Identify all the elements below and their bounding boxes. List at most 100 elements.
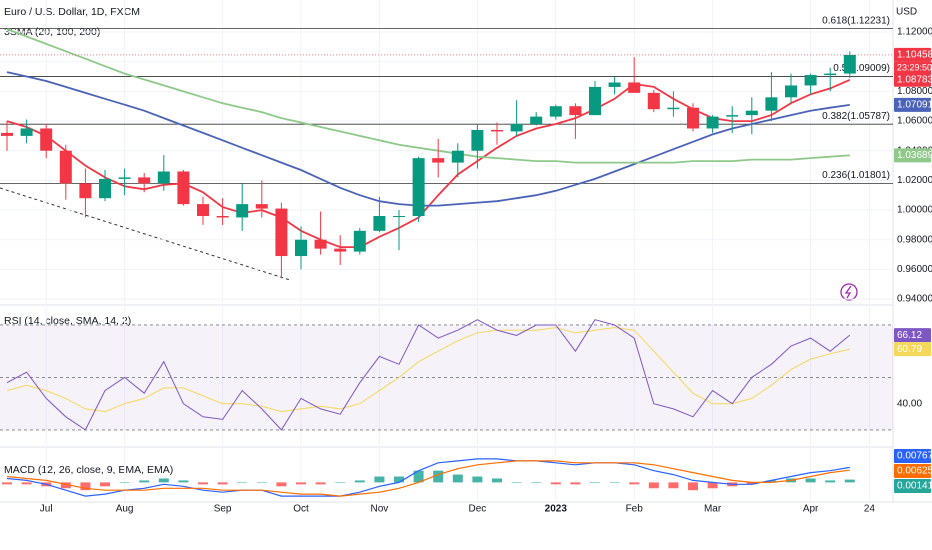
histogram-bar [413, 470, 424, 483]
x-tick-label: Aug [116, 504, 134, 515]
y-tick-label: 1.08000 [897, 86, 932, 97]
candle-body [589, 86, 601, 116]
histogram-bar [21, 482, 32, 485]
candle-body [785, 85, 797, 98]
y-tick-label: 1.02000 [897, 175, 932, 186]
series-last-label: 60.79 [897, 344, 922, 355]
histogram-bar [433, 470, 444, 483]
histogram-bar [550, 482, 561, 485]
candle-body [314, 239, 327, 249]
candle-body [549, 106, 562, 117]
histogram-bar [315, 482, 326, 485]
series-last-label-box [894, 72, 931, 87]
candle-body [569, 106, 582, 116]
x-tick-label: Apr [803, 504, 819, 515]
histogram-bar [844, 479, 855, 483]
histogram-bar [296, 482, 306, 485]
series-line [6, 327, 850, 413]
y-tick-label: 0.98000 [897, 234, 932, 245]
candle-body [177, 171, 190, 205]
series-line [6, 28, 850, 164]
series-last-label: 66.12 [897, 330, 922, 341]
histogram-bar [825, 480, 836, 483]
series-line [6, 458, 850, 497]
candle-body [491, 129, 503, 132]
x-tick-label: Mar [704, 504, 722, 515]
y-tick-label: 1.06000 [897, 116, 932, 127]
indicator-title: MACD (12, 26, close, 9, EMA, EMA) [4, 464, 173, 476]
candle-body [530, 116, 543, 125]
histogram-bar [158, 478, 169, 483]
candle-body [40, 128, 53, 151]
histogram-bar [178, 480, 189, 483]
candle-body [608, 82, 621, 87]
fib-label: 0.382(1.05787) [822, 111, 890, 122]
fib-label: 0.618(1.12231) [822, 15, 890, 26]
series-last-label: 1.03689 [897, 150, 932, 161]
histogram-bar [452, 474, 463, 483]
histogram-bar [766, 480, 777, 483]
histogram-bar [394, 476, 404, 483]
histogram-bar [570, 482, 581, 485]
candle-body [393, 215, 405, 217]
x-tick-label: Oct [293, 504, 309, 515]
indicator-last-label-box [894, 449, 931, 463]
y-tick-label: 0.96000 [897, 264, 932, 275]
candle-body [412, 158, 425, 216]
last-price-label-box [894, 47, 931, 62]
histogram-bar [2, 482, 12, 485]
candle-body [667, 107, 680, 110]
histogram-bar [707, 482, 718, 489]
candle-body [275, 208, 288, 257]
countdown: 23:29:50 [897, 62, 932, 72]
histogram-bar [198, 482, 208, 485]
series-last-label-box [894, 342, 931, 357]
candle-body [79, 183, 92, 199]
histogram-bar [511, 482, 522, 483]
chart-title: Euro / U.S. Dollar, 1D, FXCM [4, 6, 140, 18]
series-last-label: 1.07091 [897, 100, 932, 111]
series-line [6, 71, 850, 207]
histogram-bar [668, 482, 679, 489]
countdown-box [894, 61, 931, 74]
candle-body [216, 215, 229, 218]
x-tick-label: Feb [626, 504, 644, 515]
candle-body [804, 75, 817, 86]
candle-body [334, 248, 347, 252]
histogram-bar [609, 482, 620, 483]
candle-body [647, 92, 660, 110]
histogram-bar [648, 482, 659, 489]
candle-body [824, 73, 837, 76]
series-last-label-box [894, 148, 931, 163]
candle-body [706, 116, 719, 129]
candle-body [432, 158, 445, 163]
candle-body [373, 215, 386, 231]
x-tick-label: 24 [864, 504, 876, 515]
indicator-title: RSI (14, close, SMA, 14, 2) [4, 315, 131, 327]
candle-body [20, 128, 33, 136]
x-tick-label: Jul [40, 504, 53, 515]
candle-body [138, 177, 151, 184]
x-tick-label: Dec [469, 504, 487, 515]
candle-body [353, 230, 366, 252]
indicator-last-label: 0.00141 [897, 481, 932, 492]
x-tick-label: Sep [214, 504, 232, 515]
candle-body [745, 110, 758, 116]
histogram-bar [531, 482, 542, 483]
alert-icon[interactable] [840, 283, 858, 301]
indicator-last-label-box [894, 479, 931, 493]
histogram-bar [237, 482, 248, 483]
x-tick-label: 2023 [545, 504, 568, 515]
histogram-bar [805, 478, 816, 483]
histogram-bar [80, 482, 91, 491]
candle-body [99, 178, 111, 199]
histogram-bar [276, 482, 287, 487]
candle-body [687, 107, 699, 129]
histogram-bar [139, 480, 150, 483]
histogram-bar [100, 482, 110, 487]
histogram-bar [374, 476, 385, 483]
candle-body [236, 204, 249, 218]
histogram-bar [354, 480, 365, 483]
y-tick-label: 1.12000 [897, 27, 932, 38]
